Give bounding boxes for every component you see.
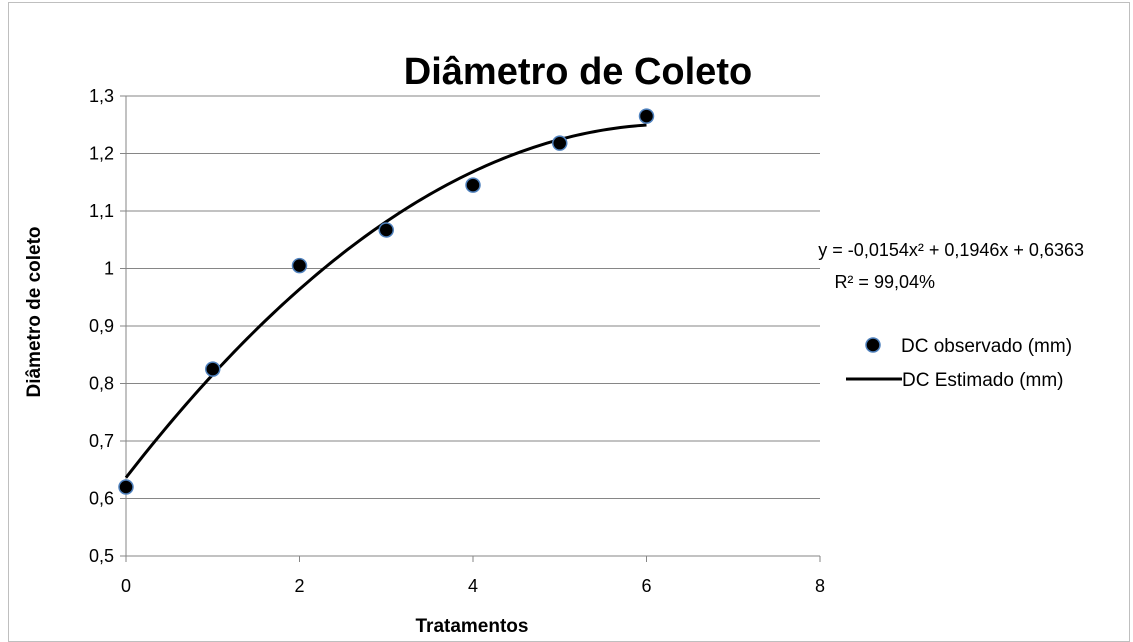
y-tick-label: 1	[104, 259, 114, 279]
legend-label-observed: DC observado (mm)	[901, 336, 1072, 357]
legend-label-estimated: DC Estimado (mm)	[902, 370, 1064, 391]
equation-label: y = -0,0154x² + 0,1946x + 0,6363	[818, 240, 1084, 260]
data-point	[638, 108, 655, 124]
y-tick-labels: 0,5 0,6 0,7 0,8 0,9 1 1,1 1,2 1,3	[89, 86, 114, 566]
x-tick-label: 6	[641, 576, 651, 596]
data-point	[205, 361, 221, 377]
data-point	[118, 479, 134, 495]
legend-marker-observed	[865, 337, 881, 353]
y-tick-label: 1,2	[89, 144, 114, 164]
data-points	[118, 108, 655, 495]
y-tick-label: 1,3	[89, 86, 114, 106]
data-point	[291, 257, 308, 274]
chart-frame	[8, 2, 1130, 642]
y-tick-label: 0,6	[89, 489, 114, 509]
y-tick-label: 0,5	[89, 546, 114, 566]
r-squared-label: R² = 99,04%	[834, 272, 935, 292]
fitted-curve-group	[124, 123, 647, 479]
y-axis-title: Diâmetro de coleto	[24, 226, 45, 397]
y-tick-label: 0,8	[89, 374, 114, 394]
axes	[120, 95, 821, 562]
data-point	[378, 222, 394, 238]
y-tick-label: 1,1	[89, 201, 114, 221]
x-axis-title: Tratamentos	[416, 616, 529, 635]
legend: DC observado (mm) DC Estimado (mm)	[846, 336, 1072, 391]
y-tick-label: 0,7	[89, 431, 114, 451]
y-tick-label: 0,9	[89, 316, 114, 336]
data-point	[465, 177, 481, 193]
x-tick-label: 4	[468, 576, 478, 596]
fitted-curve	[124, 123, 647, 479]
x-tick-label: 0	[121, 576, 131, 596]
x-tick-label: 2	[294, 576, 304, 596]
data-point	[552, 135, 568, 151]
x-tick-labels: 0 2 4 6 8	[121, 576, 825, 596]
x-tick-label: 8	[815, 576, 825, 596]
gridlines	[126, 95, 820, 499]
chart-title: Diâmetro de Coleto	[404, 51, 752, 93]
